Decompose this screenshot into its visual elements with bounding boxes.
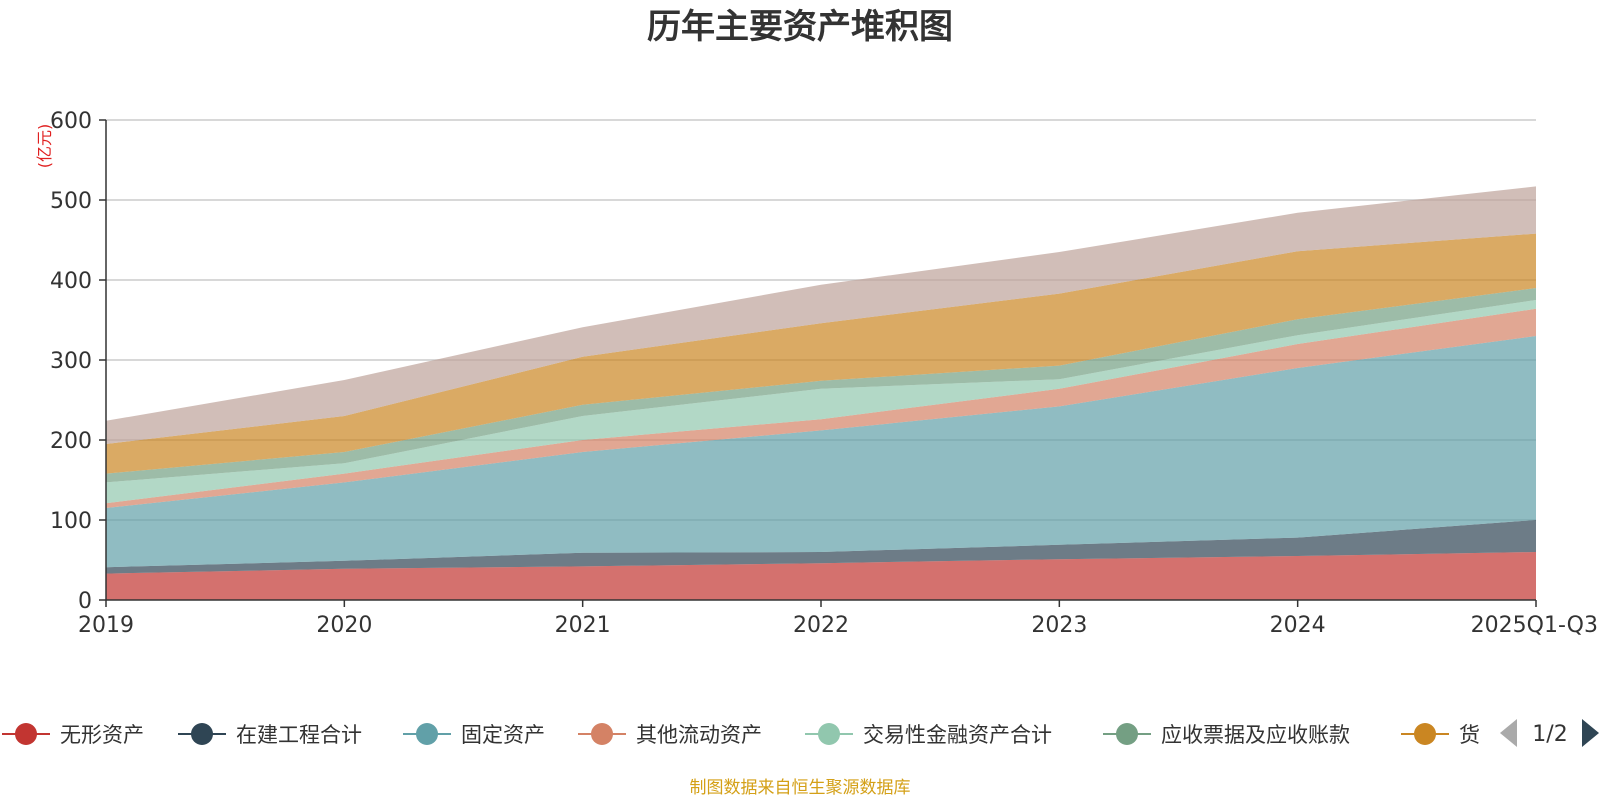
legend-label: 固定资产 [461,723,545,747]
area-series-其他流动资产 [106,308,1536,508]
area-series-在建工程合计 [106,520,1536,574]
legend-item[interactable]: 交易性金融资产合计 [805,723,1052,747]
area-series-交易性金融资产合计 [106,300,1536,504]
legend-item[interactable]: 固定资产 [403,723,545,747]
y-tick-label: 200 [50,429,92,454]
chart-title: 历年主要资产堆积图 [647,7,953,47]
area-series-group [106,186,1536,600]
y-tick-label: 100 [50,509,92,534]
x-tick-label: 2022 [793,613,849,638]
area-series-固定资产 [106,336,1536,568]
legend: 无形资产 在建工程合计 固定资产 其他流动资产 交易性金融资产合计 应收票据及应收账款 货 [2,723,1480,747]
x-tick-label: 2024 [1270,613,1326,638]
legend-page-indicator: 1/2 [1532,722,1567,747]
legend-label: 其他流动资产 [636,723,762,747]
legend-marker-icon [1116,723,1138,745]
legend-marker-icon [416,723,438,745]
legend-marker-icon [191,723,213,745]
y-tick-label: 300 [50,349,92,374]
legend-label: 货 [1459,723,1480,747]
y-axis-unit-label: (亿元) [35,124,54,169]
legend-label: 交易性金融资产合计 [863,723,1052,747]
data-source-note: 制图数据来自恒生聚源数据库 [690,778,911,798]
legend-label: 无形资产 [60,723,144,747]
y-tick-label: 400 [50,269,92,294]
legend-marker-icon [818,723,840,745]
legend-item[interactable]: 货 [1401,723,1480,747]
area-series-应收票据及应收账款 [106,288,1536,483]
legend-label: 应收票据及应收账款 [1161,723,1350,747]
legend-item[interactable]: 应收票据及应收账款 [1103,723,1350,747]
x-tick-label: 2025Q1-Q3 [1471,613,1598,638]
legend-next-page-icon[interactable] [1582,719,1599,747]
legend-item[interactable]: 无形资产 [2,723,144,747]
area-series-货币资金 [106,233,1536,474]
legend-pager: 1/2 [1500,719,1599,747]
y-tick-label: 500 [50,189,92,214]
legend-item[interactable]: 其他流动资产 [578,723,762,747]
x-tick-label: 2019 [78,613,134,638]
legend-label: 在建工程合计 [236,723,362,747]
legend-item[interactable]: 在建工程合计 [178,723,362,747]
legend-marker-icon [1414,723,1436,745]
area-series-存货 [106,186,1536,444]
x-tick-label: 2023 [1031,613,1087,638]
area-series-无形资产 [106,552,1536,600]
x-tick-label: 2021 [555,613,611,638]
legend-prev-page-icon[interactable] [1500,719,1517,747]
axes: 0 100 200 300 400 500 600 2019 2020 2021 2022 2023 2… [50,109,1598,638]
legend-marker-icon [15,723,37,745]
legend-marker-icon [591,723,613,745]
x-tick-label: 2020 [316,613,372,638]
y-tick-label: 600 [50,109,92,134]
y-tick-label: 0 [78,589,92,614]
